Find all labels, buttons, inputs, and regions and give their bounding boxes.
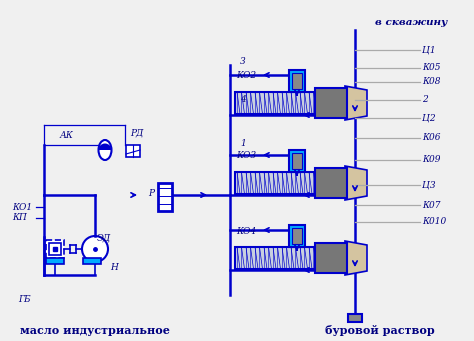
Bar — [126, 145, 140, 157]
Text: КО1: КО1 — [12, 203, 32, 211]
Bar — [235, 92, 320, 114]
Bar — [315, 168, 347, 198]
Text: буровой раствор: буровой раствор — [325, 325, 435, 336]
Text: К07: К07 — [422, 201, 440, 209]
Text: Ц2: Ц2 — [422, 114, 436, 122]
Text: АК: АК — [60, 131, 74, 139]
Text: КО3: КО3 — [236, 151, 256, 161]
Bar — [315, 88, 347, 118]
Bar — [289, 70, 305, 92]
Text: Р: Р — [148, 189, 154, 197]
Text: 3: 3 — [240, 58, 246, 66]
Ellipse shape — [99, 140, 111, 160]
Text: Ц3: Ц3 — [422, 180, 436, 190]
Bar — [235, 172, 320, 194]
Bar — [83, 258, 101, 264]
Polygon shape — [345, 241, 367, 275]
Text: КО4: КО4 — [236, 226, 256, 236]
Text: Ц1: Ц1 — [422, 45, 436, 55]
Bar — [158, 183, 172, 211]
Bar — [292, 153, 302, 169]
Bar — [292, 228, 302, 244]
Text: КП: КП — [12, 213, 27, 222]
Bar — [49, 243, 61, 255]
Text: К08: К08 — [422, 77, 440, 87]
Text: К010: К010 — [422, 218, 446, 226]
Text: РД: РД — [130, 129, 143, 137]
Text: К06: К06 — [422, 133, 440, 143]
Text: Н: Н — [110, 264, 118, 272]
Polygon shape — [345, 166, 367, 200]
Bar — [46, 240, 64, 258]
Text: ГБ: ГБ — [18, 296, 31, 305]
Text: масло индустриальное: масло индустриальное — [20, 325, 170, 336]
Circle shape — [82, 236, 108, 262]
Wedge shape — [99, 144, 111, 150]
Bar — [235, 247, 320, 269]
Text: 4: 4 — [240, 95, 246, 104]
Text: 2: 2 — [422, 95, 428, 104]
Text: 1: 1 — [240, 138, 246, 148]
Bar — [289, 225, 305, 247]
Bar — [315, 243, 347, 273]
Text: в скважину: в скважину — [375, 18, 447, 27]
Text: КО2: КО2 — [236, 72, 256, 80]
Bar — [292, 73, 302, 89]
Text: ЭД: ЭД — [97, 234, 111, 242]
Text: К05: К05 — [422, 63, 440, 73]
Bar — [289, 150, 305, 172]
Bar — [348, 314, 362, 322]
Text: К09: К09 — [422, 155, 440, 164]
Polygon shape — [345, 86, 367, 120]
Bar — [46, 258, 64, 264]
